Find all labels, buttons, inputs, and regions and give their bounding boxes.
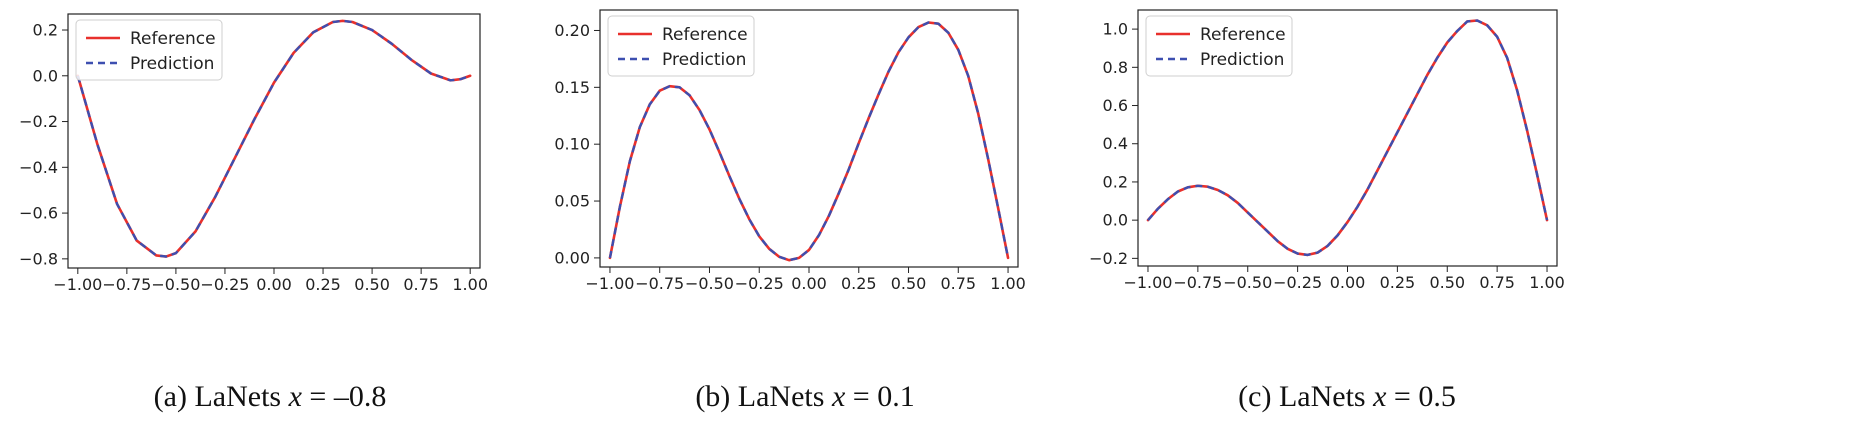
caption-prefix: (b) LaNets (695, 380, 832, 413)
legend-box (607, 15, 755, 77)
x-tick-label: 0.00 (256, 275, 292, 294)
y-tick-label: −0.2 (19, 112, 58, 131)
y-tick-label: 0.8 (1103, 58, 1128, 77)
caption-prefix: (a) LaNets (154, 380, 289, 413)
legend-label-reference: Reference (662, 25, 748, 45)
legend-label-reference: Reference (1200, 25, 1286, 45)
y-tick-label: −0.4 (19, 158, 58, 177)
y-tick-label: −0.6 (19, 204, 58, 223)
x-tick-label: 0.50 (354, 275, 390, 294)
x-tick-label: −0.75 (102, 275, 151, 294)
series-line-prediction (76, 19, 471, 258)
x-tick-label: −0.50 (151, 275, 200, 294)
legend-label-reference: Reference (130, 29, 216, 49)
y-tick-label: 0.2 (1103, 172, 1128, 191)
x-tick-label: −1.00 (1123, 273, 1172, 292)
y-tick-label: 0.0 (1103, 211, 1128, 230)
panel-caption: (b) LaNets x = 0.1 (695, 380, 914, 413)
x-tick-label: 0.25 (1380, 273, 1416, 292)
y-tick-label: 0.15 (554, 78, 590, 97)
caption-equals: = (1386, 380, 1418, 413)
y-tick-label: 0.10 (554, 135, 590, 154)
legend: Reference Prediction (1145, 15, 1293, 77)
caption-value: 0.5 (1418, 380, 1456, 413)
x-tick-label: −0.25 (735, 274, 784, 293)
caption-prefix: (c) LaNets (1238, 380, 1373, 413)
x-tick-label: 0.25 (841, 274, 877, 293)
y-tick-label: 0.0 (33, 66, 58, 85)
y-tick-label: 0.2 (33, 21, 58, 40)
x-tick-label: 1.00 (990, 274, 1026, 293)
y-tick-label: 1.0 (1103, 20, 1128, 39)
legend-box (1145, 15, 1293, 77)
x-tick-label: 0.75 (1479, 273, 1515, 292)
x-tick-label: −1.00 (585, 274, 634, 293)
y-tick-label: −0.2 (1089, 249, 1128, 268)
x-tick-label: −1.00 (53, 275, 102, 294)
x-tick-label: −0.50 (1223, 273, 1272, 292)
x-tick-label: 0.75 (940, 274, 976, 293)
x-tick-label: 1.00 (1529, 273, 1565, 292)
caption-variable: x (1372, 380, 1387, 413)
panel-a: −1.00 −0.75 −0.50 −0.25 0.00 0.25 0.50 0.75 1.00… (19, 13, 488, 413)
x-tick-label: −0.25 (1273, 273, 1322, 292)
x-tick-label: 1.00 (452, 275, 488, 294)
series-line-prediction (608, 21, 1010, 262)
y-tick-label: 0.05 (554, 192, 590, 211)
x-tick-label: 0.50 (891, 274, 927, 293)
x-tick-label: −0.50 (685, 274, 734, 293)
x-tick-label: 0.00 (1330, 273, 1366, 292)
x-tick-label: −0.75 (635, 274, 684, 293)
panel-caption: (c) LaNets x = 0.5 (1238, 380, 1456, 413)
legend-box (75, 19, 223, 81)
panel-c: −1.00 −0.75 −0.50 −0.25 0.00 0.25 0.50 0.75 1.00… (1089, 9, 1565, 413)
legend-label-prediction: Prediction (130, 54, 214, 74)
x-tick-label: 0.25 (305, 275, 341, 294)
y-tick-label: 0.20 (554, 21, 590, 40)
legend-label-prediction: Prediction (1200, 50, 1284, 70)
x-tick-label: 0.00 (791, 274, 827, 293)
x-tick-label: 0.75 (403, 275, 439, 294)
legend-label-prediction: Prediction (662, 50, 746, 70)
panel-b: −1.00 −0.75 −0.50 −0.25 0.00 0.25 0.50 0.75 1.00… (554, 9, 1026, 413)
x-tick-label: 0.50 (1429, 273, 1465, 292)
x-tick-label: −0.75 (1173, 273, 1222, 292)
panel-caption: (a) LaNets x = –0.8 (154, 380, 387, 413)
caption-value: 0.1 (877, 380, 915, 413)
y-tick-label: 0.6 (1103, 96, 1128, 115)
caption-variable: x (288, 380, 303, 413)
legend: Reference Prediction (75, 19, 223, 81)
legend: Reference Prediction (607, 15, 755, 77)
x-tick-label: −0.25 (200, 275, 249, 294)
caption-value: –0.8 (333, 380, 387, 413)
y-tick-label: −0.8 (19, 249, 58, 268)
y-tick-label: 0.4 (1103, 134, 1128, 153)
caption-equals: = (845, 380, 877, 413)
y-tick-label: 0.00 (554, 248, 590, 267)
caption-equals: = (302, 380, 334, 413)
caption-variable: x (831, 380, 846, 413)
series-line-prediction (1147, 19, 1549, 257)
